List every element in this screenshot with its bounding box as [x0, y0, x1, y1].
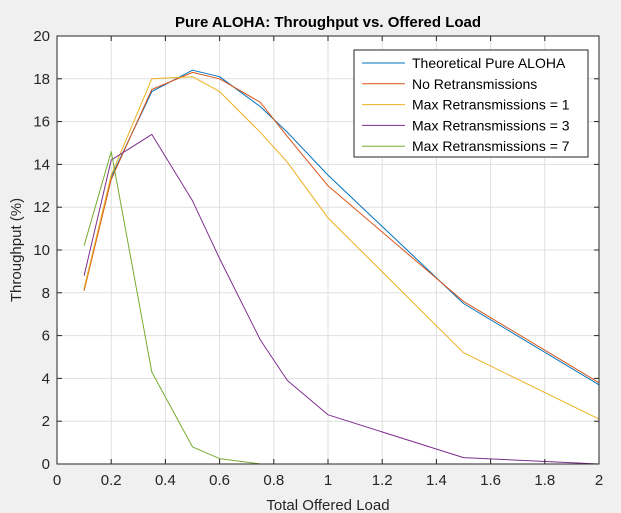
- y-tick-label: 16: [33, 114, 50, 131]
- x-tick-label: 0.2: [101, 472, 122, 489]
- x-tick-label: 1.4: [426, 472, 447, 489]
- x-tick-label: 1.6: [480, 472, 501, 489]
- legend-label-3: Max Retransmissions = 1: [412, 97, 570, 113]
- y-tick-label: 4: [42, 370, 50, 387]
- legend-label-2: No Retransmissions: [412, 76, 537, 92]
- x-tick-label: 1.2: [372, 472, 393, 489]
- y-tick-label: 2: [42, 413, 50, 430]
- y-tick-label: 12: [33, 199, 50, 216]
- series-line-3: [83, 76, 600, 420]
- series-line-4: [83, 133, 600, 465]
- x-tick-label: 1: [324, 472, 332, 489]
- y-tick-label: 6: [42, 328, 50, 345]
- legend-box: [353, 49, 589, 158]
- series-line-2: [83, 71, 600, 384]
- legend-label-4: Max Retransmissions = 3: [412, 117, 570, 133]
- y-tick-label: 8: [42, 285, 50, 302]
- y-axis-label: Throughput (%): [8, 198, 25, 302]
- y-tick-label: 0: [42, 456, 50, 473]
- y-tick-label: 18: [33, 71, 50, 88]
- x-tick-label: 2: [595, 472, 603, 489]
- x-axis-label: Total Offered Load: [266, 497, 389, 513]
- x-tick-label: 0.8: [263, 472, 284, 489]
- x-tick-label: 0.4: [155, 472, 176, 489]
- x-tick-label: 0.6: [209, 472, 230, 489]
- axis-ticks: 0 0.2 0.4 0.6 0.8 1 1.2 1.4 1.6 1.8 20246810121416…: [33, 28, 603, 489]
- legend-label-1: Theoretical Pure ALOHA: [412, 55, 566, 71]
- legend-label-5: Max Retransmissions = 7: [412, 138, 570, 154]
- y-tick-label: 10: [33, 242, 50, 259]
- x-tick-label: 0: [53, 472, 61, 489]
- x-tick-label: 1.8: [534, 472, 555, 489]
- chart-title: Pure ALOHA: Throughput vs. Offered Load: [175, 14, 481, 31]
- y-tick-label: 20: [33, 28, 50, 45]
- legend: Theoretical Pure ALOHA No Retransmissions…: [353, 49, 589, 158]
- y-tick-label: 14: [33, 156, 50, 173]
